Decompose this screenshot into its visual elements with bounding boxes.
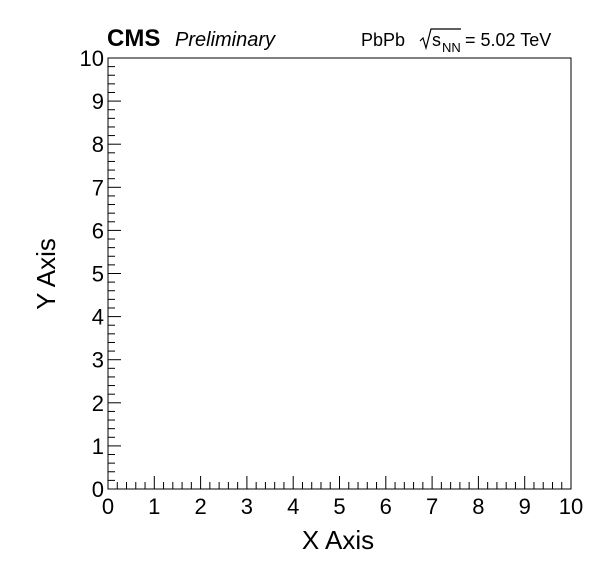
y-tick-label: 0 xyxy=(92,477,104,502)
status-label: Preliminary xyxy=(175,29,276,51)
y-tick-label: 7 xyxy=(92,175,104,200)
y-tick-label: 4 xyxy=(92,305,104,330)
y-axis-tick-labels: 0 1 2 3 4 5 6 7 8 9 10 xyxy=(80,46,104,502)
x-tick-label: 6 xyxy=(380,494,392,519)
y-tick-label: 8 xyxy=(92,132,104,157)
y-tick-label: 3 xyxy=(92,348,104,373)
sqrt-s-symbol: s xyxy=(432,30,441,50)
x-tick-label: 9 xyxy=(519,494,531,519)
energy-value: = 5.02 TeV xyxy=(465,30,551,50)
experiment-label: CMS xyxy=(107,25,160,52)
x-tick-label: 2 xyxy=(194,494,206,519)
y-tick-label: 1 xyxy=(92,434,104,459)
y-tick-label: 2 xyxy=(92,391,104,416)
x-tick-label: 0 xyxy=(102,494,114,519)
plot-frame xyxy=(107,57,572,490)
y-tick-label: 6 xyxy=(92,218,104,243)
y-tick-label: 9 xyxy=(92,89,104,114)
energy-label: PbPb s NN = 5.02 TeV xyxy=(361,28,551,55)
x-axis-tick-labels: 0 1 2 3 4 5 6 7 8 9 10 xyxy=(102,494,583,519)
x-tick-label: 4 xyxy=(287,494,299,519)
x-tick-label: 1 xyxy=(148,494,160,519)
y-axis-title: Y Axis xyxy=(31,238,61,310)
x-tick-label: 5 xyxy=(333,494,345,519)
x-tick-label: 8 xyxy=(472,494,484,519)
sqrt-s-subscript: NN xyxy=(442,40,461,55)
y-tick-label: 10 xyxy=(80,46,104,71)
x-tick-label: 3 xyxy=(241,494,253,519)
y-axis-ticks xyxy=(108,57,121,490)
x-tick-label: 7 xyxy=(426,494,438,519)
x-axis-title: X Axis xyxy=(302,525,374,555)
collision-system-label: PbPb xyxy=(361,30,405,50)
x-axis-ticks xyxy=(107,476,572,489)
x-tick-label: 10 xyxy=(559,494,583,519)
y-tick-label: 5 xyxy=(92,262,104,287)
sqrt-symbol-icon xyxy=(419,28,461,51)
